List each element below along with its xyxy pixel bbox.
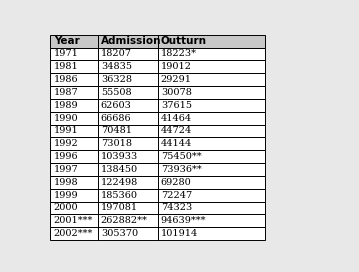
Bar — [50, 227, 98, 240]
Bar — [50, 214, 98, 227]
Text: 1996: 1996 — [53, 152, 78, 161]
Bar — [98, 163, 158, 176]
Bar — [50, 35, 98, 48]
Bar — [158, 73, 265, 86]
Bar — [98, 112, 158, 125]
Text: 262882**: 262882** — [101, 216, 148, 225]
Bar — [50, 125, 98, 137]
Text: Outturn: Outturn — [161, 36, 207, 46]
Bar — [98, 202, 158, 214]
Text: 70481: 70481 — [101, 126, 132, 135]
Bar — [50, 112, 98, 125]
Bar — [50, 189, 98, 202]
Bar — [98, 150, 158, 163]
Text: Year: Year — [53, 36, 79, 46]
Bar — [50, 99, 98, 112]
Text: 29291: 29291 — [161, 75, 192, 84]
Bar — [50, 60, 98, 73]
Text: 101914: 101914 — [161, 229, 198, 238]
Text: 1990: 1990 — [53, 114, 78, 123]
Text: 66686: 66686 — [101, 114, 131, 123]
Bar — [158, 48, 265, 60]
Text: 305370: 305370 — [101, 229, 138, 238]
Bar — [50, 176, 98, 189]
Text: 75450**: 75450** — [161, 152, 201, 161]
Bar — [98, 73, 158, 86]
Text: 1997: 1997 — [53, 165, 78, 174]
Text: 2001***: 2001*** — [53, 216, 93, 225]
Bar — [158, 202, 265, 214]
Text: 138450: 138450 — [101, 165, 138, 174]
Text: 72247: 72247 — [161, 191, 192, 200]
Bar — [50, 163, 98, 176]
Text: 73018: 73018 — [101, 139, 132, 148]
Bar — [98, 99, 158, 112]
Text: 185360: 185360 — [101, 191, 138, 200]
Text: 18223*: 18223* — [161, 50, 197, 58]
Text: 74323: 74323 — [161, 203, 192, 212]
Text: 2000: 2000 — [53, 203, 78, 212]
Text: 122498: 122498 — [101, 178, 138, 187]
Bar — [158, 112, 265, 125]
Bar — [98, 48, 158, 60]
Bar — [50, 86, 98, 99]
Text: 55508: 55508 — [101, 88, 131, 97]
Bar — [158, 137, 265, 150]
Bar — [158, 189, 265, 202]
Text: Admission: Admission — [101, 36, 161, 46]
Text: 1981: 1981 — [53, 62, 78, 71]
Bar — [158, 214, 265, 227]
Text: 1999: 1999 — [53, 191, 78, 200]
Text: 62603: 62603 — [101, 101, 132, 110]
Text: 34835: 34835 — [101, 62, 132, 71]
Bar — [50, 48, 98, 60]
Bar — [158, 150, 265, 163]
Bar — [158, 99, 265, 112]
Bar — [158, 176, 265, 189]
Text: 19012: 19012 — [161, 62, 192, 71]
Bar — [98, 60, 158, 73]
Bar — [98, 214, 158, 227]
Text: 197081: 197081 — [101, 203, 138, 212]
Text: 73936**: 73936** — [161, 165, 201, 174]
Text: 1992: 1992 — [53, 139, 78, 148]
Bar — [98, 189, 158, 202]
Bar — [98, 35, 158, 48]
Bar — [98, 86, 158, 99]
Bar — [50, 150, 98, 163]
Text: 1986: 1986 — [53, 75, 78, 84]
Text: 18207: 18207 — [101, 50, 132, 58]
Text: 37615: 37615 — [161, 101, 192, 110]
Text: 1998: 1998 — [53, 178, 78, 187]
Bar — [158, 163, 265, 176]
Bar — [158, 35, 265, 48]
Bar — [98, 176, 158, 189]
Bar — [158, 125, 265, 137]
Bar — [158, 60, 265, 73]
Text: 1989: 1989 — [53, 101, 78, 110]
Text: 2002***: 2002*** — [53, 229, 93, 238]
Text: 103933: 103933 — [101, 152, 138, 161]
Bar — [50, 137, 98, 150]
Text: 1987: 1987 — [53, 88, 78, 97]
Text: 1991: 1991 — [53, 126, 78, 135]
Bar — [98, 227, 158, 240]
Text: 94639***: 94639*** — [161, 216, 206, 225]
Bar — [98, 137, 158, 150]
Text: 1971: 1971 — [53, 50, 79, 58]
Bar — [98, 125, 158, 137]
Text: 36328: 36328 — [101, 75, 132, 84]
Text: 69280: 69280 — [161, 178, 191, 187]
Bar — [158, 227, 265, 240]
Bar — [158, 86, 265, 99]
Text: 44724: 44724 — [161, 126, 192, 135]
Text: 41464: 41464 — [161, 114, 192, 123]
Bar — [50, 73, 98, 86]
Bar — [50, 202, 98, 214]
Text: 44144: 44144 — [161, 139, 192, 148]
Text: 30078: 30078 — [161, 88, 192, 97]
